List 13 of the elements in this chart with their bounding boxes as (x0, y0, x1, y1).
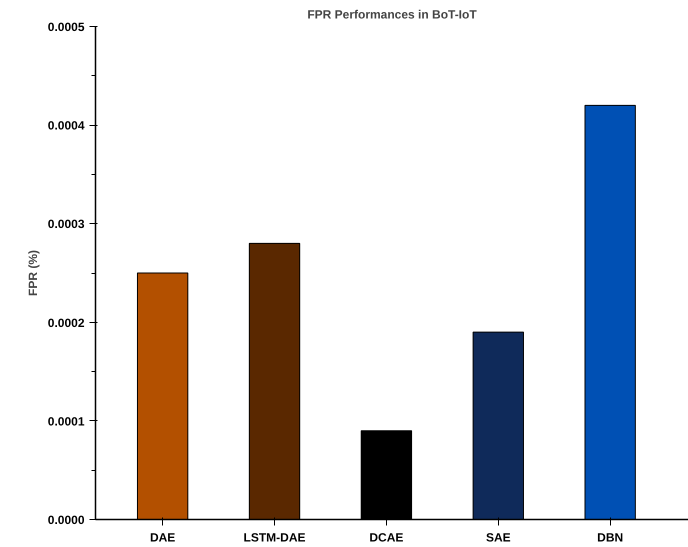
y-tick-label: 0.0002 (48, 316, 85, 330)
y-tick-label: 0.0001 (48, 414, 85, 428)
y-axis-title: FPR (%) (26, 250, 40, 296)
x-tick-label: DBN (597, 530, 624, 544)
y-tick-label: 0.0003 (48, 217, 85, 232)
x-tick-label: DAE (150, 530, 176, 544)
x-tick-label: LSTM-DAE (244, 530, 306, 544)
y-tick-label: 0.0004 (48, 118, 85, 133)
x-tick-label: DCAE (369, 530, 404, 544)
x-tick-label: SAE (486, 530, 511, 544)
y-tick-label: 0.0000 (48, 513, 85, 527)
y-tick-label: 0.0005 (48, 20, 85, 34)
chart-title: FPR Performances in BoT-IoT (307, 8, 478, 22)
